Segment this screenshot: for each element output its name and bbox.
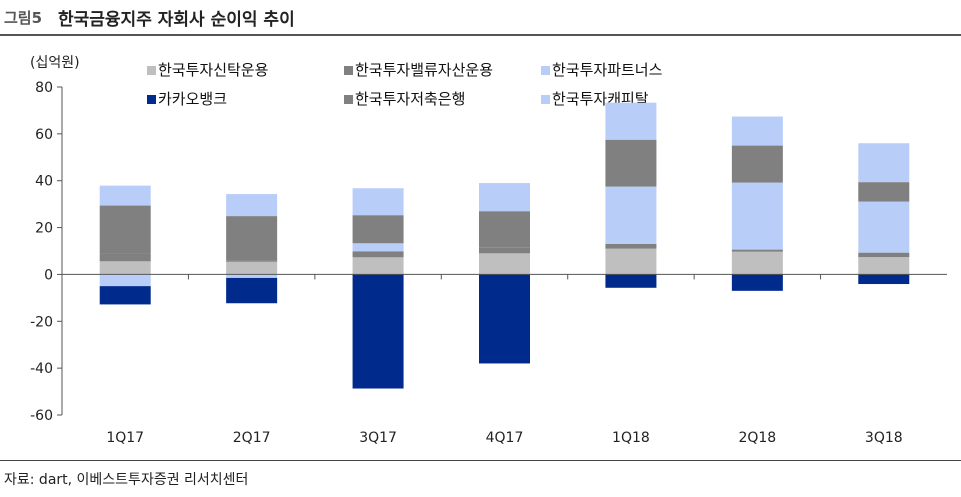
legend-label: 한국투자저축은행 <box>355 90 465 108</box>
bar-segment-4Q17-3 <box>479 274 530 364</box>
y-tick-label: 0 <box>44 267 53 283</box>
bar-segment-2Q17-4 <box>226 216 278 261</box>
legend-swatch <box>344 66 353 75</box>
figure-title: 한국금융지주 자회사 순이익 추이 <box>58 10 295 30</box>
bar-segment-2Q18-4 <box>731 145 783 183</box>
bars <box>99 102 910 389</box>
bar-segment-1Q17-5 <box>99 185 151 206</box>
x-tick-label: 1Q18 <box>612 430 650 446</box>
y-tick-label: -60 <box>30 408 53 424</box>
bar-segment-1Q17-2 <box>99 274 151 287</box>
bar-segment-4Q17-5 <box>479 183 530 212</box>
bar-segment-1Q17-3 <box>99 286 151 305</box>
bar-segment-2Q17-2 <box>226 274 278 278</box>
bar-segment-2Q17-0 <box>226 261 278 275</box>
bar-segment-2Q18-3 <box>731 274 783 291</box>
bar-segment-3Q17-3 <box>352 274 404 389</box>
y-tick-label: 80 <box>35 80 53 96</box>
x-tick-label: 2Q17 <box>233 430 271 446</box>
x-tick-label: 2Q18 <box>738 430 776 446</box>
x-tick-label: 3Q18 <box>865 430 903 446</box>
bar-segment-2Q18-5 <box>731 116 783 146</box>
bar-segment-4Q17-4 <box>479 211 530 248</box>
y-tick-label: 20 <box>35 221 53 237</box>
figure-label: 그림5 <box>4 9 43 27</box>
bar-segment-1Q18-5 <box>605 102 657 140</box>
y-tick-label: 40 <box>35 174 53 190</box>
bar-segment-2Q17-3 <box>226 277 278 304</box>
bar-segment-1Q18-0 <box>605 248 657 275</box>
bar-segment-3Q18-0 <box>858 257 910 275</box>
footer-divider <box>0 460 961 461</box>
bar-segment-4Q17-1 <box>479 247 530 254</box>
bar-segment-1Q18-4 <box>605 139 657 187</box>
y-tick-label: -20 <box>30 314 53 330</box>
bar-segment-3Q18-1 <box>858 252 910 258</box>
axes: 1Q17 2Q17 3Q17 4Q17 1Q18 2Q18 3Q18 -60 -40 -20 0 20… <box>30 80 947 446</box>
legend-swatch <box>147 66 156 75</box>
legend-swatch <box>541 95 550 104</box>
bar-segment-3Q18-2 <box>858 201 910 253</box>
bar-segment-2Q17-5 <box>226 194 278 217</box>
bar-segment-1Q17-1 <box>99 253 151 262</box>
bar-segment-3Q18-4 <box>858 182 910 202</box>
bar-segment-2Q18-2 <box>731 182 783 250</box>
legend-label: 한국투자신탁운용 <box>158 61 268 79</box>
bar-segment-3Q18-3 <box>858 274 910 285</box>
legend-swatch <box>344 95 353 104</box>
bar-segment-3Q17-0 <box>352 257 404 275</box>
bar-segment-2Q17-1 <box>226 260 278 262</box>
legend-label: 카카오뱅크 <box>158 90 227 108</box>
bar-segment-2Q18-1 <box>731 249 783 252</box>
bar-segment-3Q17-4 <box>352 215 404 244</box>
y-tick-label: -40 <box>30 361 53 377</box>
bar-segment-1Q17-0 <box>99 261 151 275</box>
legend-swatch <box>541 66 550 75</box>
x-tick-label: 3Q17 <box>359 430 397 446</box>
y-tick-label: 60 <box>35 127 53 143</box>
bar-segment-1Q18-2 <box>605 186 657 244</box>
bar-segment-3Q18-5 <box>858 143 910 183</box>
legend-label: 한국투자파트너스 <box>552 61 663 79</box>
bar-segment-1Q17-4 <box>99 205 151 254</box>
bar-segment-4Q17-0 <box>479 253 530 275</box>
x-tick-label: 4Q17 <box>486 430 524 446</box>
bar-segment-1Q18-1 <box>605 243 657 249</box>
x-tick-label: 1Q17 <box>106 430 144 446</box>
bar-segment-3Q17-1 <box>352 251 404 258</box>
title-bar: 그림5 한국금융지주 자회사 순이익 추이 <box>0 0 961 36</box>
legend-label: 한국투자밸류자산운용 <box>355 61 493 79</box>
bar-segment-3Q17-2 <box>352 243 404 252</box>
bar-segment-1Q18-3 <box>605 274 657 288</box>
bar-segment-3Q17-5 <box>352 188 404 216</box>
y-axis-unit-label: (십억원) <box>30 55 80 71</box>
bar-segment-2Q18-0 <box>731 251 783 275</box>
source-note: 자료: dart, 이베스트투자증권 리서치센터 <box>4 472 249 488</box>
legend-swatch <box>147 95 156 104</box>
